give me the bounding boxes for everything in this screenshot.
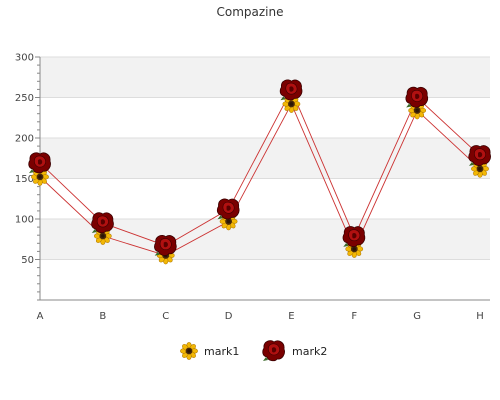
y-tick-label: 100 (15, 215, 34, 226)
x-axis-ticks: A B C D E F G H (37, 311, 484, 322)
rose-icon (468, 144, 492, 167)
y-tick-label: 250 (15, 93, 34, 104)
grid-band (40, 138, 490, 179)
legend-label-mark2: mark2 (292, 345, 327, 358)
y-tick-label: 200 (15, 134, 34, 145)
rose-icon (28, 152, 52, 174)
y-tick-label: 300 (15, 53, 34, 64)
x-tick-label: D (225, 311, 233, 322)
x-tick-label: F (351, 311, 357, 322)
legend: mark1 mark2 (180, 340, 327, 362)
grid-band (40, 219, 490, 260)
y-tick-label: 150 (15, 174, 34, 185)
x-tick-label: E (288, 311, 294, 322)
series-lines (39, 89, 481, 256)
sunflower-icon (180, 342, 198, 360)
rose-icon (262, 340, 286, 362)
series-line-mark1 (39, 102, 481, 256)
rose-icon (216, 198, 240, 220)
rose-icon (405, 86, 429, 108)
x-tick-label: B (99, 311, 106, 322)
y-tick-label: 50 (21, 255, 34, 266)
x-tick-label: H (476, 311, 484, 322)
x-tick-label: A (37, 311, 44, 322)
background-bands (40, 57, 490, 260)
rose-icon (91, 212, 114, 234)
series-line-mark2 (39, 89, 481, 247)
legend-label-mark1: mark1 (204, 345, 239, 358)
rose-icon (279, 79, 303, 101)
rose-icon (153, 234, 177, 257)
rose-icon (342, 225, 366, 248)
x-tick-label: G (413, 311, 421, 322)
chart-title: Compazine (216, 5, 283, 19)
x-tick-label: C (162, 311, 169, 322)
